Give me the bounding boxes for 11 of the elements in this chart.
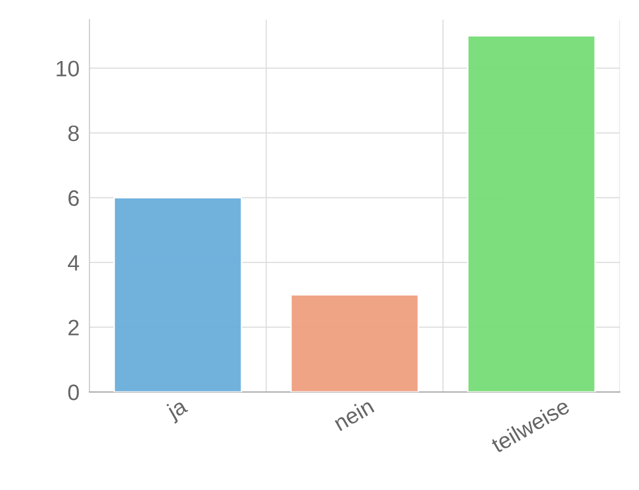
y-tick-label: 2 xyxy=(68,320,79,336)
x-tick-label: nein xyxy=(332,398,375,432)
y-tick-label: 0 xyxy=(68,384,79,400)
bar xyxy=(467,35,596,392)
bar xyxy=(114,197,242,392)
y-tick-label: 6 xyxy=(68,190,79,206)
x-tick-label: ja xyxy=(164,396,191,424)
bar xyxy=(290,294,419,392)
y-tick-label: 8 xyxy=(68,125,79,142)
y-tick-label: 4 xyxy=(68,255,80,271)
y-tick-label: 10 xyxy=(56,60,79,76)
